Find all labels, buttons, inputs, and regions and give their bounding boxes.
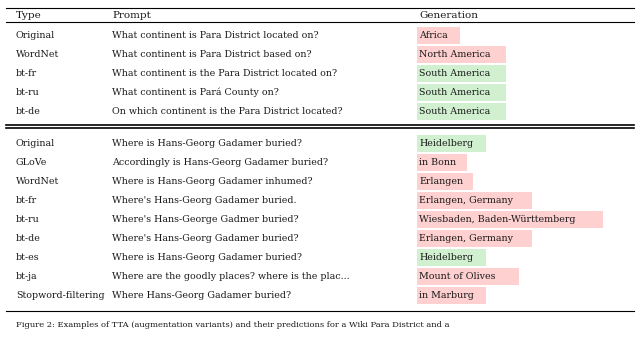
Text: Figure 2: Examples of TTA (augmentation variants) and their predictions for a Wi: Figure 2: Examples of TTA (augmentation …	[16, 321, 449, 329]
Text: WordNet: WordNet	[16, 177, 60, 186]
Text: bt-ru: bt-ru	[16, 215, 40, 224]
Text: Heidelberg: Heidelberg	[419, 253, 474, 262]
Text: Accordingly is Hans-Georg Gadamer buried?: Accordingly is Hans-Georg Gadamer buried…	[112, 158, 328, 167]
Text: Where Hans-Georg Gadamer buried?: Where Hans-Georg Gadamer buried?	[112, 291, 291, 300]
Bar	[417, 65, 506, 82]
Text: WordNet: WordNet	[16, 50, 60, 59]
Text: bt-fr: bt-fr	[16, 196, 37, 205]
Text: South America: South America	[419, 69, 490, 78]
Text: Where is Hans-Georg Gadamer inhumed?: Where is Hans-Georg Gadamer inhumed?	[112, 177, 312, 186]
Text: Where's Hans-George Gadmer buried?: Where's Hans-George Gadmer buried?	[112, 215, 299, 224]
Text: Original: Original	[16, 139, 55, 148]
Text: bt-es: bt-es	[16, 253, 40, 262]
Bar	[417, 192, 532, 209]
Text: Erlangen, Germany: Erlangen, Germany	[419, 234, 513, 243]
Bar	[417, 268, 518, 285]
Text: North America: North America	[419, 50, 491, 59]
Text: Generation: Generation	[419, 10, 478, 20]
Bar	[417, 154, 467, 171]
Text: bt-de: bt-de	[16, 234, 41, 243]
Text: GLoVe: GLoVe	[16, 158, 47, 167]
Text: On which continent is the Para District located?: On which continent is the Para District …	[112, 107, 342, 116]
Text: bt-ru: bt-ru	[16, 88, 40, 97]
Text: Mount of Olives: Mount of Olives	[419, 272, 496, 281]
Text: Where's Hans-Georg Gadamer buried.: Where's Hans-Georg Gadamer buried.	[112, 196, 296, 205]
Text: What continent is the Para District located on?: What continent is the Para District loca…	[112, 69, 337, 78]
Bar	[417, 27, 460, 44]
Text: Where is Hans-Georg Gadamer buried?: Where is Hans-Georg Gadamer buried?	[112, 253, 302, 262]
Text: Type: Type	[16, 10, 42, 20]
Text: bt-de: bt-de	[16, 107, 41, 116]
Bar	[417, 287, 486, 304]
Bar	[417, 211, 604, 228]
Text: What continent is Para District located on?: What continent is Para District located …	[112, 31, 319, 40]
Text: bt-fr: bt-fr	[16, 69, 37, 78]
Bar	[417, 173, 473, 190]
Text: What continent is Pará County on?: What continent is Pará County on?	[112, 88, 279, 97]
Text: South America: South America	[419, 107, 490, 116]
Text: What continent is Para District based on?: What continent is Para District based on…	[112, 50, 312, 59]
Text: in Marburg: in Marburg	[419, 291, 474, 300]
Bar	[417, 135, 486, 152]
Text: Wiesbaden, Baden-Württemberg: Wiesbaden, Baden-Württemberg	[419, 215, 576, 224]
Bar	[417, 46, 506, 63]
Text: bt-ja: bt-ja	[16, 272, 38, 281]
Bar	[417, 84, 506, 101]
Text: Africa: Africa	[419, 31, 448, 40]
Text: in Bonn: in Bonn	[419, 158, 456, 167]
Text: Where's Hans-Georg Gadamer buried?: Where's Hans-Georg Gadamer buried?	[112, 234, 299, 243]
Text: Stopword-filtering: Stopword-filtering	[16, 291, 104, 300]
Text: South America: South America	[419, 88, 490, 97]
Bar	[417, 103, 506, 120]
Text: Erlangen: Erlangen	[419, 177, 463, 186]
Text: Original: Original	[16, 31, 55, 40]
Bar	[417, 230, 532, 247]
Text: Where are the goodly places? where is the plac...: Where are the goodly places? where is th…	[112, 272, 349, 281]
Text: Erlangen, Germany: Erlangen, Germany	[419, 196, 513, 205]
Text: Heidelberg: Heidelberg	[419, 139, 474, 148]
Bar	[417, 249, 486, 266]
Text: Prompt: Prompt	[112, 10, 151, 20]
Text: Where is Hans-Georg Gadamer buried?: Where is Hans-Georg Gadamer buried?	[112, 139, 302, 148]
